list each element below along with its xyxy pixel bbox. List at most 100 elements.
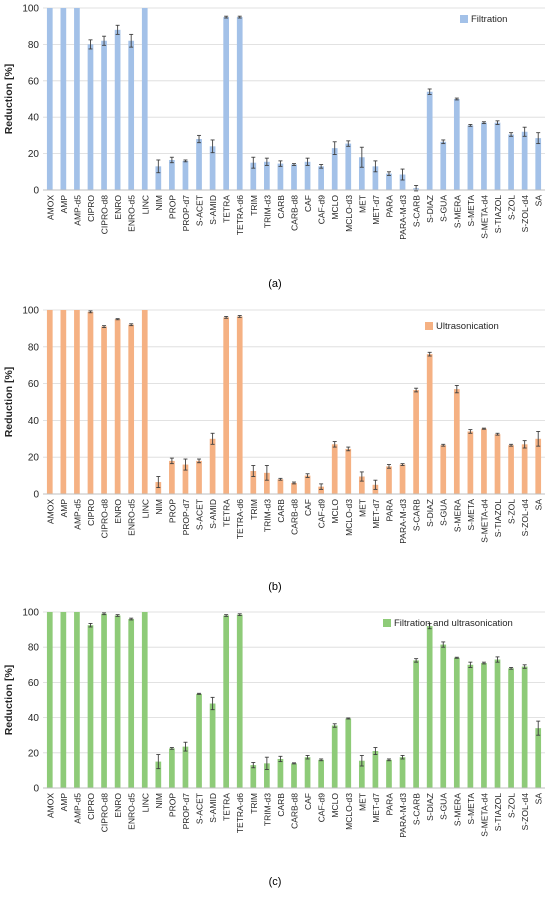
x-tick-label: NIM (154, 793, 164, 809)
bar (521, 444, 528, 494)
bar (318, 166, 324, 190)
x-tick-label: S-DIAZ (425, 793, 435, 821)
bar (440, 141, 447, 190)
x-tick-label: MCLO (330, 195, 340, 220)
bar (399, 464, 406, 494)
x-tick-label: PROP-d7 (181, 195, 191, 232)
x-tick-label: PROP-d7 (181, 793, 191, 830)
bar (169, 748, 175, 788)
x-tick-label: S-GUA (439, 195, 449, 222)
bar (413, 660, 419, 788)
bar (453, 99, 460, 190)
x-tick-label: S-CARB (412, 793, 422, 825)
y-tick-label: 20 (28, 748, 40, 759)
x-tick-label: S-META-d4 (479, 499, 489, 543)
x-tick-label: S-CARB (412, 499, 422, 531)
bar (467, 664, 474, 788)
bar (440, 445, 447, 494)
panel-label: (b) (268, 581, 281, 593)
x-tick-label: S-ZOL (507, 793, 517, 818)
bar (236, 17, 243, 190)
x-tick-label: S-ZOL-d4 (520, 793, 530, 831)
y-tick-label: 40 (28, 113, 40, 124)
bar (169, 159, 175, 190)
bar (508, 134, 514, 190)
x-tick-label: CIPRO (86, 793, 96, 820)
x-tick-label: TETRA-d6 (235, 195, 245, 235)
bar (481, 122, 487, 190)
x-tick-label: CARB (276, 195, 286, 219)
y-tick-label: 0 (33, 186, 39, 197)
x-tick-label: MCLO (330, 499, 340, 524)
bar (413, 390, 419, 494)
x-tick-label: TETRA (222, 499, 232, 527)
bar (60, 310, 67, 494)
x-tick-label: ENRO-d5 (127, 793, 137, 830)
x-tick-label: AMOX (45, 195, 55, 220)
x-tick-label: PROP (167, 499, 177, 523)
bar (209, 146, 216, 190)
x-tick-label: TETRA-d6 (235, 499, 245, 539)
x-tick-label: S-ACET (195, 195, 205, 226)
x-tick-label: S-GUA (439, 499, 449, 526)
x-tick-label: MCLO-d3 (344, 499, 354, 536)
bar (304, 475, 311, 494)
bar (358, 157, 365, 190)
bar (345, 718, 352, 788)
bar (46, 612, 53, 788)
x-tick-label: S-ZOL-d4 (520, 499, 530, 537)
x-tick-label: CIPRO (86, 499, 96, 526)
y-axis-label: Reduction [%] (3, 367, 15, 438)
x-tick-label: S-META (466, 499, 476, 531)
bar (223, 317, 230, 494)
x-tick-label: NIM (154, 195, 164, 211)
legend-label: Filtration and ultrasonication (394, 618, 513, 629)
x-tick-label: MCLO (330, 793, 340, 818)
bar (277, 479, 284, 494)
bar (494, 659, 501, 788)
x-tick-label: S-META-d4 (479, 793, 489, 837)
bar (386, 173, 392, 190)
bar (372, 166, 379, 190)
x-tick-label: CARB-d8 (290, 195, 300, 231)
y-tick-label: 80 (28, 643, 40, 654)
legend-label: Filtration (471, 14, 507, 25)
x-tick-label: S-META (466, 793, 476, 825)
bar (521, 666, 528, 788)
bar (304, 757, 311, 788)
bar (291, 482, 297, 494)
x-tick-label: TETRA (222, 195, 232, 223)
x-tick-label: TRIM (249, 793, 259, 814)
bar (128, 619, 135, 788)
x-tick-label: PARA-M-d3 (398, 195, 408, 240)
panel-label: (a) (268, 278, 281, 290)
x-tick-label: S-ACET (195, 793, 205, 824)
y-axis-label: Reduction [%] (3, 665, 15, 736)
x-tick-label: CARB (276, 499, 286, 523)
x-tick-label: S-MERA (452, 793, 462, 826)
bar (399, 174, 406, 190)
bar (426, 626, 433, 788)
y-tick-label: 60 (28, 678, 40, 689)
bar (277, 758, 284, 788)
x-tick-label: PARA (384, 793, 394, 816)
bar (155, 761, 162, 788)
bar (60, 612, 67, 788)
bar (250, 162, 257, 190)
x-tick-label: TRIM (249, 195, 259, 216)
x-tick-label: TRIM-d3 (262, 195, 272, 228)
bar (114, 29, 121, 191)
y-tick-label: 40 (28, 416, 40, 427)
x-tick-label: PARA (384, 195, 394, 218)
bar (304, 161, 311, 190)
y-axis-label: Reduction [%] (3, 64, 15, 135)
x-tick-label: TETRA (222, 793, 232, 821)
bar (182, 160, 189, 190)
legend-swatch (425, 322, 433, 330)
bar (60, 8, 67, 190)
x-tick-label: ENRO-d5 (127, 499, 137, 536)
x-tick-label: MET (357, 195, 367, 213)
bar (440, 644, 447, 788)
